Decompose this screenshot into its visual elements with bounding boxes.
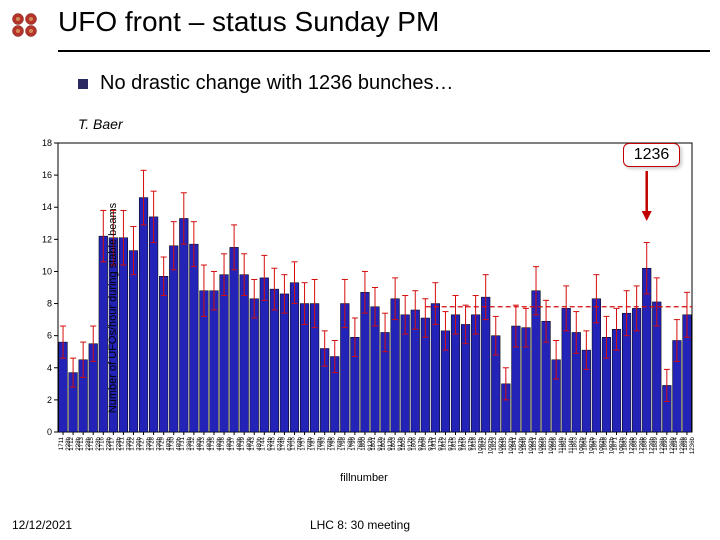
svg-text:16: 16 <box>42 170 52 180</box>
svg-text:1822: 1822 <box>481 436 488 450</box>
svg-text:1841: 1841 <box>511 436 518 450</box>
footer-meeting: LHC 8: 30 meeting <box>0 518 720 532</box>
svg-text:1855: 1855 <box>541 436 548 450</box>
svg-text:12: 12 <box>42 234 52 244</box>
svg-text:1715: 1715 <box>88 436 95 450</box>
svg-text:1755: 1755 <box>289 436 296 450</box>
svg-text:1717: 1717 <box>108 436 115 450</box>
svg-text:1728: 1728 <box>149 436 156 450</box>
svg-text:1809: 1809 <box>420 436 427 450</box>
svg-text:1793: 1793 <box>320 436 327 450</box>
svg-text:1863: 1863 <box>571 436 578 450</box>
svg-text:1236b: 1236b <box>689 436 696 454</box>
svg-text:1729: 1729 <box>159 436 166 450</box>
svg-text:1713: 1713 <box>78 436 85 450</box>
svg-text:1868: 1868 <box>601 436 608 450</box>
svg-text:1883: 1883 <box>622 436 629 450</box>
svg-text:1871: 1871 <box>612 436 619 450</box>
svg-text:1795: 1795 <box>330 436 337 450</box>
svg-text:1737: 1737 <box>229 436 236 450</box>
ufo-bar-chart: 0246810121416181711228b1712228b1713228b1… <box>30 135 698 480</box>
y-axis-label: Number of UFOs/hour during stable beams <box>107 202 119 412</box>
svg-text:1889: 1889 <box>652 436 659 450</box>
svg-text:6: 6 <box>47 331 52 341</box>
svg-text:1727: 1727 <box>139 436 146 450</box>
svg-text:1806: 1806 <box>410 436 417 450</box>
svg-text:1731: 1731 <box>179 436 186 450</box>
svg-text:1802: 1802 <box>380 436 387 450</box>
svg-text:1818: 1818 <box>471 436 478 450</box>
svg-text:1739: 1739 <box>239 436 246 450</box>
svg-text:1867: 1867 <box>591 436 598 450</box>
svg-text:4: 4 <box>47 363 52 373</box>
svg-text:14: 14 <box>42 202 52 212</box>
svg-text:1886: 1886 <box>642 436 649 450</box>
svg-text:1851: 1851 <box>531 436 538 450</box>
title-underline <box>58 50 710 52</box>
svg-text:1815: 1815 <box>451 436 458 450</box>
svg-text:10: 10 <box>42 266 52 276</box>
svg-text:1730: 1730 <box>169 436 176 450</box>
svg-text:1885: 1885 <box>632 436 639 450</box>
svg-text:1711: 1711 <box>58 436 65 450</box>
svg-text:2: 2 <box>47 395 52 405</box>
svg-text:1862: 1862 <box>561 436 568 450</box>
svg-text:1849: 1849 <box>521 436 528 450</box>
svg-text:18: 18 <box>42 138 52 148</box>
x-axis-label: fillnumber <box>30 472 698 484</box>
svg-text:1745: 1745 <box>269 436 276 450</box>
svg-text:1805: 1805 <box>400 436 407 450</box>
svg-text:1733: 1733 <box>199 436 206 450</box>
svg-text:1816: 1816 <box>461 436 468 450</box>
svg-text:1736: 1736 <box>219 436 226 450</box>
svg-text:1800: 1800 <box>360 436 367 450</box>
svg-text:1894: 1894 <box>672 436 679 450</box>
svg-text:1712: 1712 <box>68 436 75 450</box>
chart-container: Number of UFOs/hour during stable beams … <box>30 135 698 480</box>
svg-text:1890: 1890 <box>662 436 669 450</box>
slide-title: UFO front – status Sunday PM <box>58 6 439 38</box>
bullet-text: No drastic change with 1236 bunches… <box>100 72 454 95</box>
svg-text:1799: 1799 <box>350 436 357 450</box>
svg-text:1823: 1823 <box>491 436 498 450</box>
author-label: T. Baer <box>78 116 123 132</box>
svg-text:1743: 1743 <box>249 436 256 450</box>
callout-1236: 1236 <box>623 143 681 167</box>
svg-text:1856: 1856 <box>551 436 558 450</box>
svg-text:1732: 1732 <box>189 436 196 450</box>
svg-text:1716: 1716 <box>98 436 105 450</box>
svg-text:1864: 1864 <box>581 436 588 450</box>
svg-text:1801: 1801 <box>370 436 377 450</box>
svg-text:1811: 1811 <box>430 436 437 450</box>
svg-text:1798: 1798 <box>340 436 347 450</box>
svg-text:1757: 1757 <box>300 436 307 450</box>
svg-text:1749: 1749 <box>279 436 286 450</box>
svg-text:1721: 1721 <box>118 436 125 450</box>
svg-text:1787: 1787 <box>310 436 317 450</box>
svg-text:0: 0 <box>47 427 52 437</box>
bullet-icon <box>78 79 88 89</box>
svg-text:1812: 1812 <box>440 436 447 450</box>
svg-text:1722: 1722 <box>128 436 135 450</box>
logo-icon <box>10 12 48 38</box>
svg-text:1898: 1898 <box>682 436 689 450</box>
svg-text:1835: 1835 <box>501 436 508 450</box>
slide-root: UFO front – status Sunday PM No drastic … <box>0 0 720 540</box>
svg-text:1803: 1803 <box>390 436 397 450</box>
svg-text:8: 8 <box>47 299 52 309</box>
svg-text:1744: 1744 <box>259 436 266 450</box>
bullet-row: No drastic change with 1236 bunches… <box>78 72 454 95</box>
svg-text:1735: 1735 <box>209 436 216 450</box>
